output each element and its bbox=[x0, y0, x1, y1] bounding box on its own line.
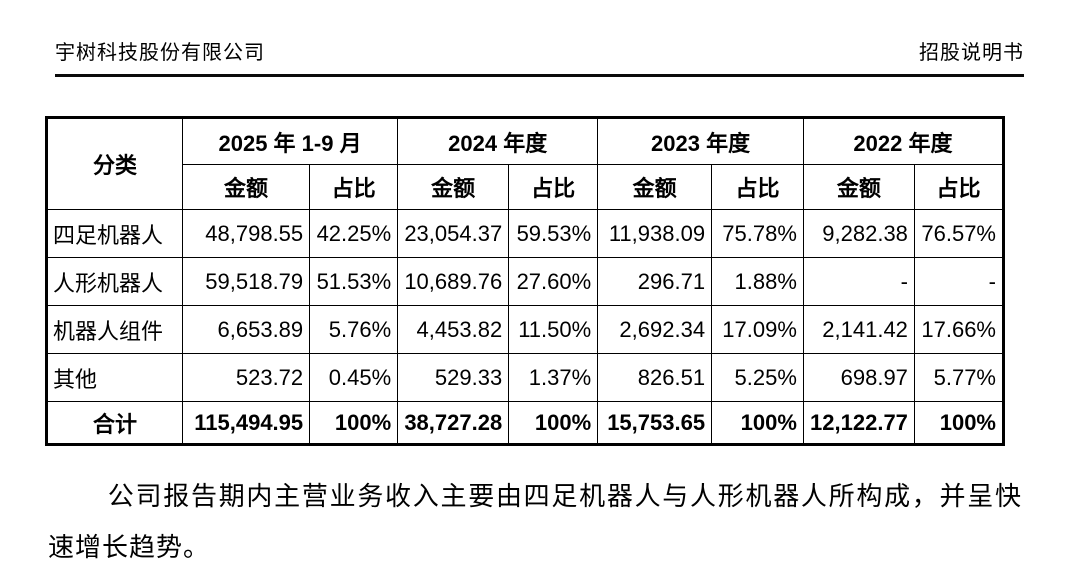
table-row-components: 机器人组件 6,653.89 5.76% 4,453.82 11.50% 2,6… bbox=[46, 305, 1005, 354]
ratio-header: 占比 bbox=[508, 164, 599, 210]
amount-header: 金额 bbox=[802, 164, 915, 210]
ratio-cell: 1.88% bbox=[711, 257, 804, 306]
amount-cell: 115,494.95 bbox=[181, 401, 311, 445]
total-label: 合计 bbox=[46, 401, 183, 445]
ratio-cell: 100% bbox=[309, 401, 399, 445]
amount-header: 金额 bbox=[597, 164, 713, 210]
amount-cell: 38,727.28 bbox=[397, 401, 510, 445]
row-label: 人形机器人 bbox=[46, 257, 183, 306]
amount-header: 金额 bbox=[181, 164, 311, 210]
doc-type-label: 招股说明书 bbox=[919, 42, 1024, 64]
amount-cell: 6,653.89 bbox=[181, 305, 311, 354]
amount-cell: 9,282.38 bbox=[802, 209, 915, 258]
amount-cell: 10,689.76 bbox=[397, 257, 510, 306]
amount-cell: 15,753.65 bbox=[597, 401, 713, 445]
ratio-cell: 42.25% bbox=[309, 209, 399, 258]
running-header: 宇树科技股份有限公司 招股说明书 bbox=[55, 0, 1024, 77]
amount-cell: 698.97 bbox=[802, 353, 915, 402]
amount-cell: - bbox=[802, 257, 915, 306]
amount-cell: 59,518.79 bbox=[181, 257, 311, 306]
row-label: 其他 bbox=[46, 353, 183, 402]
amount-cell: 296.71 bbox=[597, 257, 713, 306]
ratio-cell: 17.09% bbox=[711, 305, 804, 354]
ratio-cell: 0.45% bbox=[309, 353, 399, 402]
amount-cell: 2,692.34 bbox=[597, 305, 713, 354]
amount-cell: 523.72 bbox=[181, 353, 311, 402]
subheader-row: 金额 占比 金额 占比 金额 占比 金额 占比 bbox=[47, 164, 1005, 210]
amount-cell: 826.51 bbox=[597, 353, 713, 402]
row-label: 机器人组件 bbox=[46, 305, 183, 354]
ratio-cell: 5.25% bbox=[711, 353, 804, 402]
amount-cell: 11,938.09 bbox=[597, 209, 713, 258]
ratio-cell: 5.76% bbox=[309, 305, 399, 354]
ratio-header: 占比 bbox=[913, 164, 1005, 210]
table-row-humanoid: 人形机器人 59,518.79 51.53% 10,689.76 27.60% … bbox=[46, 257, 1005, 306]
amount-cell: 23,054.37 bbox=[397, 209, 510, 258]
ratio-cell: 17.66% bbox=[913, 305, 1005, 354]
ratio-cell: 100% bbox=[508, 401, 599, 445]
ratio-header: 占比 bbox=[309, 164, 399, 210]
ratio-cell: 100% bbox=[711, 401, 804, 445]
ratio-cell: 59.53% bbox=[508, 209, 599, 258]
amount-cell: 4,453.82 bbox=[397, 305, 510, 354]
revenue-breakdown-table: 分类 2025 年 1-9 月 2024 年度 2023 年度 2022 年度 … bbox=[45, 116, 1005, 446]
ratio-cell: - bbox=[913, 257, 1005, 306]
table-row-other: 其他 523.72 0.45% 529.33 1.37% 826.51 5.25… bbox=[46, 353, 1005, 402]
ratio-cell: 5.77% bbox=[913, 353, 1005, 402]
period-header-2023: 2023 年度 bbox=[597, 117, 804, 165]
period-header-2022: 2022 年度 bbox=[802, 117, 1005, 165]
table-row-total: 合计 115,494.95 100% 38,727.28 100% 15,753… bbox=[46, 401, 1005, 445]
table-row-quadruped: 四足机器人 48,798.55 42.25% 23,054.37 59.53% … bbox=[46, 209, 1005, 258]
ratio-cell: 1.37% bbox=[508, 353, 599, 402]
period-header-2025: 2025 年 1-9 月 bbox=[181, 117, 399, 165]
amount-cell: 12,122.77 bbox=[802, 401, 915, 445]
commentary-paragraph: 公司报告期内主营业务收入主要由四足机器人与人形机器人所构成，并呈快速增长趋势。 bbox=[48, 482, 1022, 562]
ratio-cell: 11.50% bbox=[508, 305, 599, 354]
amount-cell: 48,798.55 bbox=[181, 209, 311, 258]
company-name: 宇树科技股份有限公司 bbox=[55, 42, 265, 64]
ratio-cell: 75.78% bbox=[711, 209, 804, 258]
ratio-cell: 76.57% bbox=[913, 209, 1005, 258]
ratio-cell: 27.60% bbox=[508, 257, 599, 306]
period-header-2024: 2024 年度 bbox=[397, 117, 599, 165]
ratio-cell: 100% bbox=[913, 401, 1005, 445]
ratio-cell: 51.53% bbox=[309, 257, 399, 306]
category-column-header: 分类 bbox=[46, 117, 183, 210]
amount-header: 金额 bbox=[397, 164, 510, 210]
ratio-header: 占比 bbox=[711, 164, 804, 210]
row-label: 四足机器人 bbox=[46, 209, 183, 258]
period-header-row: 分类 2025 年 1-9 月 2024 年度 2023 年度 2022 年度 bbox=[46, 117, 1005, 210]
amount-cell: 529.33 bbox=[397, 353, 510, 402]
amount-cell: 2,141.42 bbox=[802, 305, 915, 354]
